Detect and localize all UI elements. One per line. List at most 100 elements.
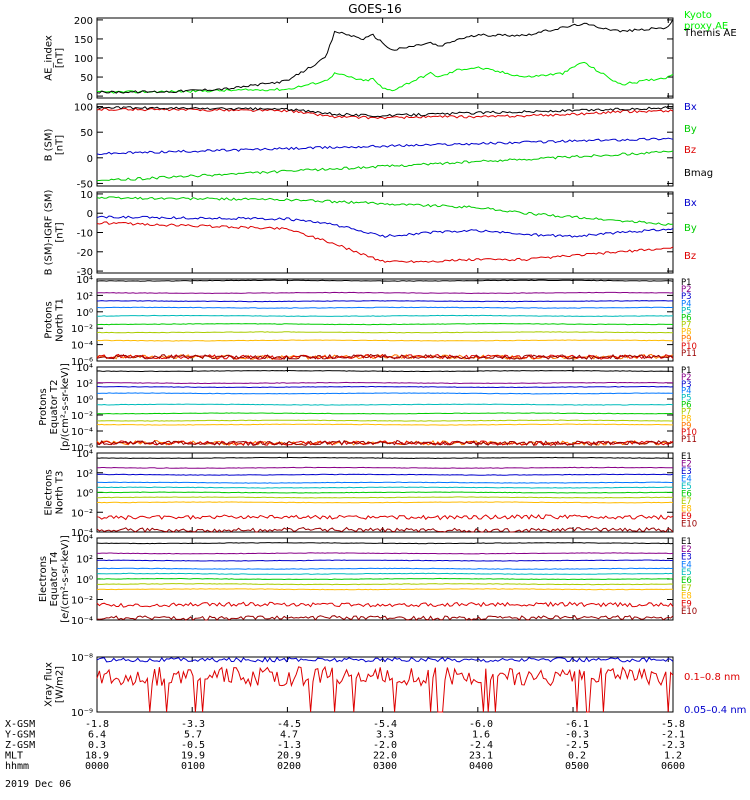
series-line-p7 [96, 331, 673, 334]
y-tick-label: 10⁻⁴ [71, 427, 93, 438]
legend-entry: E7 [681, 497, 692, 507]
series-line-p7 [96, 419, 674, 422]
ephemeris-value: 18.9 [85, 751, 109, 762]
legend-entry: Bx [684, 102, 697, 113]
series-line-bmag [96, 106, 674, 118]
y-tick-label: 10⁰ [76, 489, 93, 500]
legend-entry: 0.1–0.8 nm [684, 672, 740, 683]
legend-entry: P3 [681, 380, 692, 390]
panel-frame [96, 17, 674, 99]
ephemeris-value: -3.3 [181, 719, 205, 730]
legend-entry: P1 [681, 366, 692, 376]
legend-entry: E1 [681, 537, 692, 547]
legend-entry: P11 [681, 349, 697, 359]
series-line-e8 [96, 588, 673, 591]
legend-entry: P6 [681, 313, 692, 323]
y-tick-label: 10⁰ [76, 308, 93, 319]
ephemeris-value: 5.7 [184, 730, 202, 741]
series-line-bz [96, 107, 674, 120]
y-tick-label: -30 [77, 267, 93, 278]
figure-title: GOES-16 [348, 2, 402, 16]
legend-entry: E3 [681, 553, 692, 563]
panel-frame [96, 656, 674, 713]
legend-entry: Bz [684, 145, 696, 156]
y-tick-label: 10⁻² [71, 411, 93, 422]
series-line-e10 [96, 614, 674, 621]
ephemeris-value: 0000 [85, 761, 109, 772]
ephemeris-value: 0.3 [88, 740, 106, 751]
legend-entry: By [684, 223, 697, 234]
legend-entry: Bx [684, 198, 697, 209]
series-line-e9 [96, 514, 674, 521]
y-tick-label: 10⁻² [71, 508, 93, 519]
ephemeris-value: -4.5 [277, 719, 301, 730]
legend-entry: Kyoto proxy AE [684, 10, 728, 32]
legend-entry: E6 [681, 576, 692, 586]
series-line-bx [96, 215, 674, 238]
legend-entry: P8 [681, 414, 692, 424]
y-tick-label: 0 [87, 209, 93, 220]
legend-entry: P5 [681, 306, 692, 316]
y-tick-label: 10² [76, 469, 93, 480]
date-label: 2019 Dec 06 [5, 779, 71, 790]
series-line-p11 [96, 353, 674, 360]
series-line-p2 [96, 291, 674, 295]
y-tick-label: 10⁴ [76, 534, 93, 545]
ephemeris-table: X-GSM -1.8 -3.3 -4.5 -5.4 -6.0 -6.1 -5.8 Y-GSM 6.… [5, 719, 685, 772]
y-tick-label: -50 [77, 179, 93, 190]
panel-e_eq: 10⁻⁴ 10⁻² 10⁰ 10² 10⁴ ElectronsEquator T4[e/(… [38, 534, 697, 627]
series-line-e2 [96, 466, 674, 469]
legend-entry: E9 [681, 599, 692, 609]
y-tick-label: 10² [76, 379, 93, 390]
y-tick-label: -10 [77, 229, 93, 240]
series-line-by [97, 150, 674, 181]
panel-p_eq: 10⁻⁶ 10⁻⁴ 10⁻² 10⁰ 10² 10⁴ ProtonsEquator T2[p… [38, 363, 697, 454]
ephemeris-value: 0300 [373, 761, 397, 772]
legend-entry: E8 [681, 505, 692, 515]
series-line-e1 [96, 456, 674, 460]
series-line-p8 [96, 339, 673, 342]
legend-entry: P8 [681, 328, 692, 338]
legend-entry: P4 [681, 387, 692, 397]
panel-e_north: 10⁻⁴ 10⁻² 10⁰ 10² 10⁴ ElectronsNorth T3 E1E2E3… [44, 449, 698, 539]
y-axis-label: B (SM)-IGRF (SM)[nT] [44, 190, 66, 276]
series-line-e10 [96, 526, 674, 533]
y-axis-label: B (SM)[nT] [44, 128, 66, 161]
y-tick-label: 10⁻⁴ [71, 616, 93, 627]
panel-ae: 0 50 100 150 200 AE_index[nT] Kyoto proxy AEThe… [44, 10, 737, 103]
ephemeris-value: -6.1 [565, 719, 589, 730]
y-tick-label: 10⁻² [71, 324, 93, 335]
y-tick-label: 10² [76, 291, 93, 302]
ephemeris-value: 0600 [661, 761, 685, 772]
series-line-e5 [96, 572, 674, 575]
series-line-e8 [96, 501, 674, 504]
series-line-p5 [97, 403, 674, 406]
panel-bsm_igrf: -30 -20 -10 0 10 B (SM)-IGRF (SM)[nT] Bx By Bz [44, 190, 697, 279]
ephemeris-value: 1.6 [472, 730, 490, 741]
ephemeris-value: 1.2 [664, 751, 682, 762]
legend-entry: E4 [681, 475, 692, 485]
ephemeris-value: -0.3 [565, 730, 589, 741]
y-axis-label: AE_index[nT] [44, 35, 66, 81]
series-line-e7 [96, 496, 674, 499]
legend-entry: P7 [681, 321, 692, 331]
y-tick-label: 10⁻⁴ [71, 341, 93, 352]
series-line-0-1-0-8-nm [96, 665, 674, 713]
ephemeris-value: -5.4 [373, 719, 397, 730]
y-tick-label: 10⁰ [76, 575, 93, 586]
legend-entry: E4 [681, 560, 692, 570]
series-line-e4 [96, 567, 674, 570]
series-line-0-05-0-4-nm [96, 656, 674, 663]
legend-entry: P11 [681, 435, 697, 445]
y-tick-label: 10⁴ [76, 363, 93, 374]
ephemeris-value: 0200 [277, 761, 301, 772]
series-line-p1 [96, 279, 674, 282]
legend-entry: P9 [681, 421, 692, 431]
ephemeris-value: 0.2 [568, 751, 586, 762]
legend-entry: E8 [681, 592, 692, 602]
ephemeris-value: -2.5 [565, 740, 589, 751]
y-tick-label: 10⁻⁴ [71, 528, 93, 539]
panel-bsm: -50 0 50 100 B (SM)[nT] Bx By Bz Bmag [44, 102, 714, 190]
